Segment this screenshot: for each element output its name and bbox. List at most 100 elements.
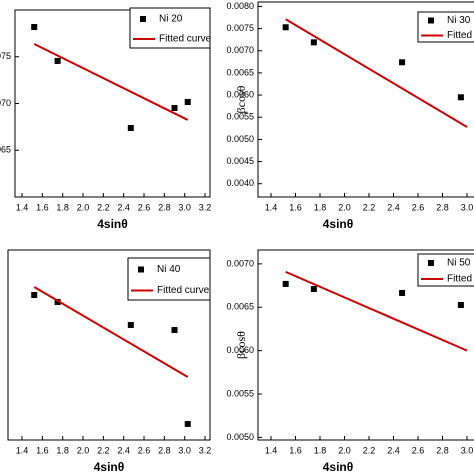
x-tick-label: 3.2: [199, 445, 212, 455]
data-point: [282, 280, 289, 287]
legend-box: [129, 7, 211, 49]
data-point: [457, 94, 464, 101]
data-point: [127, 322, 134, 329]
legend-box: [417, 253, 474, 287]
legend-label: Fitted curve: [447, 30, 474, 41]
y-tick-label: 0.0080: [226, 1, 254, 11]
x-tick-label: 2.6: [412, 202, 425, 212]
x-tick-label: 3.2: [199, 202, 212, 212]
fitted-line: [33, 43, 189, 121]
legend-marker: [428, 260, 434, 266]
x-tick-label: 1.6: [289, 202, 302, 212]
x-tick-label: 1.8: [314, 202, 327, 212]
legend-box: [127, 257, 211, 301]
x-tick-label: 1.6: [36, 445, 49, 455]
x-tick-label: 1.4: [16, 445, 29, 455]
x-tick-label: 2.8: [158, 445, 171, 455]
x-tick-label: 2.4: [117, 445, 130, 455]
data-point: [54, 57, 61, 64]
x-tick-label: 2.2: [363, 202, 376, 212]
x-tick-label: 1.4: [16, 202, 29, 212]
y-tick-label: 0.0045: [226, 156, 254, 166]
data-point: [310, 286, 317, 293]
x-tick-label: 3.0: [178, 202, 191, 212]
legend-label: Ni 30: [447, 15, 471, 26]
y-tick-label: 0.0050: [226, 432, 254, 442]
y-tick-label: 0.0065: [226, 302, 254, 312]
legend-label: Ni 50: [447, 258, 471, 269]
legend-label: Fitted curve: [157, 285, 210, 296]
x-axis-label: 4sinθ: [97, 217, 128, 231]
data-point: [282, 24, 289, 31]
legend-label: Ni 40: [157, 264, 181, 275]
y-tick-label: 0.0055: [226, 388, 254, 398]
x-tick-label: 2.2: [97, 202, 110, 212]
legend-marker: [138, 266, 144, 273]
data-point: [171, 327, 178, 334]
data-point: [54, 298, 61, 305]
x-tick-label: 2.0: [77, 445, 90, 455]
x-tick-label: 1.6: [289, 445, 302, 455]
x-tick-label: 1.4: [265, 202, 278, 212]
x-tick-label: 3.0: [178, 445, 191, 455]
legend-marker: [428, 17, 434, 24]
y-axis-label: βcosθ: [234, 85, 248, 113]
x-tick-label: 1.8: [56, 445, 69, 455]
y-tick-label: 0.0070: [226, 45, 254, 55]
x-tick-label: 2.2: [363, 445, 376, 455]
x-tick-label: 2.8: [436, 202, 449, 212]
x-tick-label: 2.4: [117, 202, 130, 212]
x-axis-label: 4sinθ: [323, 460, 354, 474]
legend-label: Fitted curve: [447, 274, 474, 285]
data-point: [184, 99, 191, 106]
y-axis-label: βcosθ: [234, 331, 248, 359]
data-point: [310, 39, 317, 46]
x-tick-label: 2.0: [338, 202, 351, 212]
data-point: [399, 59, 406, 66]
x-tick-label: 1.4: [265, 445, 278, 455]
y-tick-label: 0.0055: [226, 112, 254, 122]
y-tick-label: 0.0060: [226, 345, 254, 355]
x-tick-label: 1.8: [314, 445, 327, 455]
x-tick-label: 2.0: [338, 445, 351, 455]
y-tick-label: 0.0065: [226, 67, 254, 77]
x-tick-label: 2.4: [387, 445, 400, 455]
y-tick-label: 0.0075: [0, 51, 11, 61]
data-point: [399, 289, 406, 296]
data-point: [171, 104, 178, 111]
x-tick-label: 2.6: [138, 445, 151, 455]
x-tick-label: 1.8: [56, 202, 69, 212]
legend-box: [417, 11, 474, 43]
y-tick-label: 0.0065: [0, 145, 11, 155]
x-tick-label: 1.6: [36, 202, 49, 212]
x-tick-label: 2.6: [412, 445, 425, 455]
x-tick-label: 2.4: [387, 202, 400, 212]
x-tick-label: 2.6: [138, 202, 151, 212]
x-tick-label: 2.2: [97, 445, 110, 455]
fitted-line: [285, 18, 468, 128]
x-tick-label: 3.0: [461, 445, 474, 455]
x-tick-label: 3.0: [461, 202, 474, 212]
y-tick-label: 0.0070: [226, 258, 254, 268]
data-point: [457, 302, 464, 309]
y-tick-label: 0.0040: [226, 178, 254, 188]
y-tick-label: 0.0070: [0, 98, 11, 108]
y-tick-label: 0.0075: [226, 23, 254, 33]
y-tick-label: 0.0050: [226, 134, 254, 144]
data-point: [127, 124, 134, 131]
legend-label: Fitted curve: [159, 34, 212, 45]
data-point: [184, 420, 191, 427]
legend-marker: [140, 16, 146, 22]
y-tick-label: 0.0060: [226, 89, 254, 99]
x-tick-label: 2.8: [436, 445, 449, 455]
data-point: [31, 24, 38, 31]
fitted-line: [33, 286, 189, 378]
x-tick-label: 2.0: [77, 202, 90, 212]
fitted-line: [285, 270, 468, 352]
x-tick-label: 2.8: [158, 202, 171, 212]
plot-frame: [7, 249, 211, 441]
data-point: [31, 291, 38, 298]
x-axis-label: 4sinθ: [323, 217, 354, 231]
